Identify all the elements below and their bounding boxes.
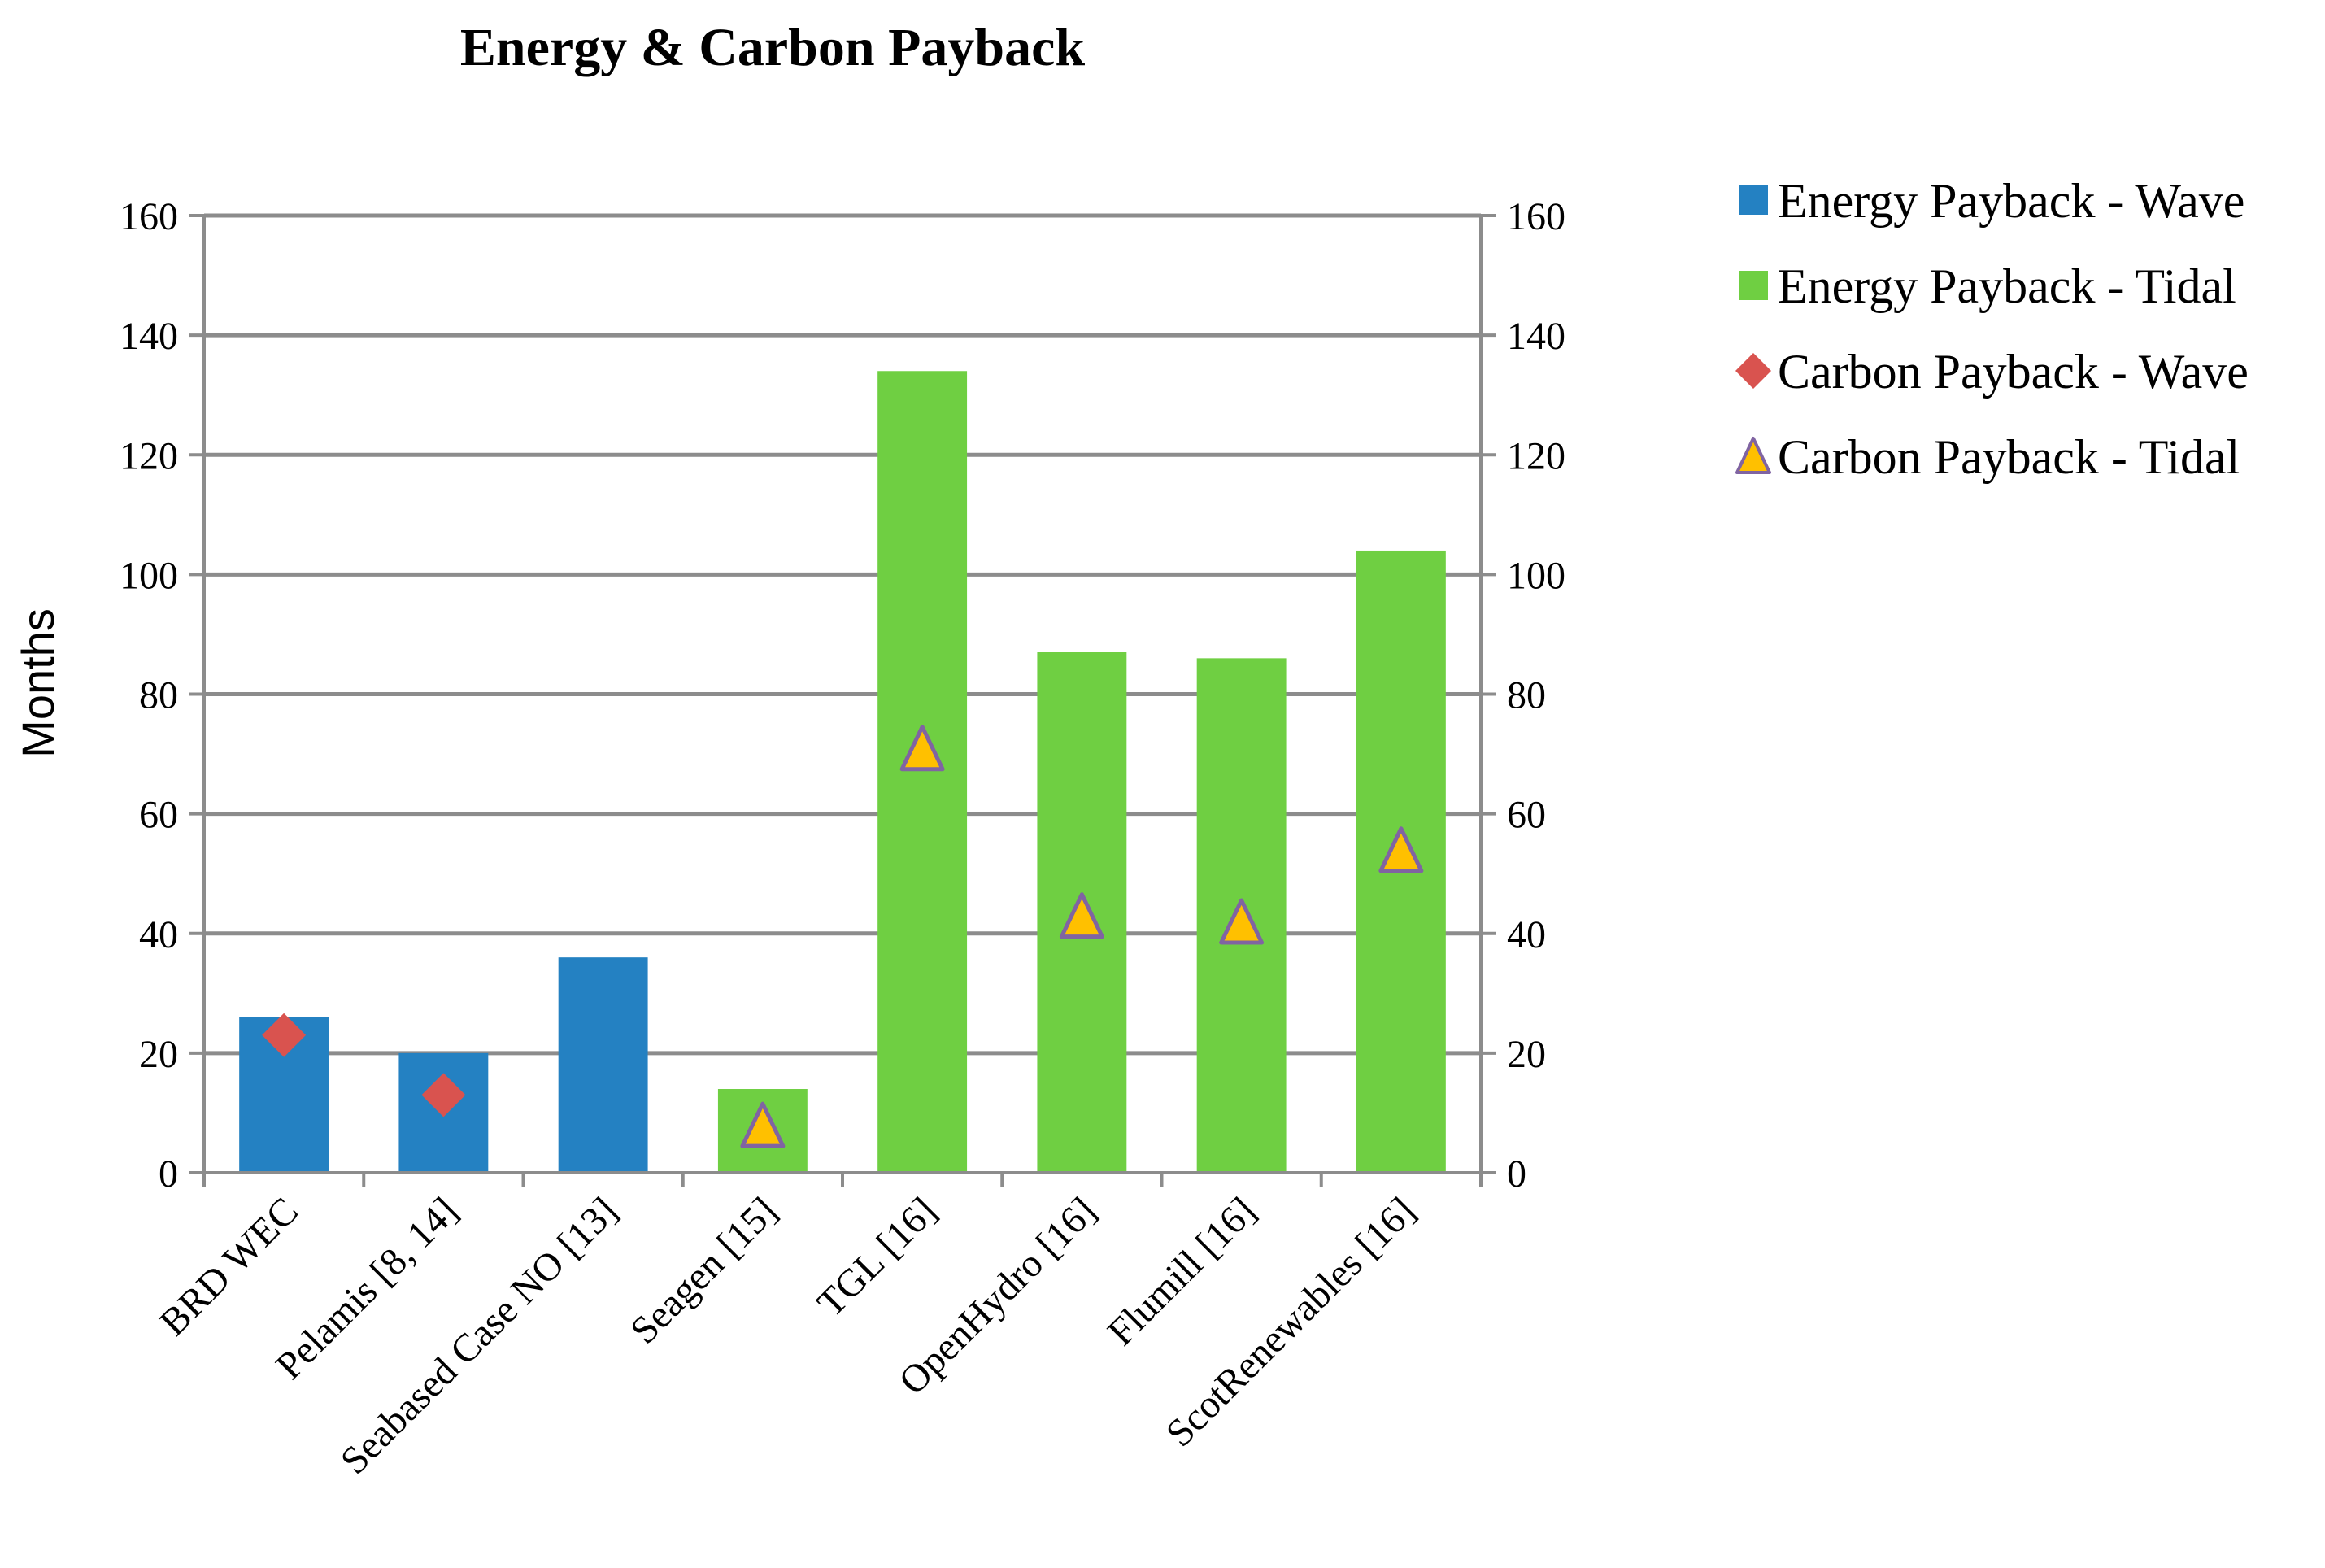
y2-tick-label: 20 [1507,1033,1546,1076]
y-tick-label: 100 [120,554,178,597]
y2-tick-label: 100 [1507,554,1565,597]
triangle-marker [1378,826,1424,873]
diamond-marker [421,1073,466,1117]
x-tick-label: Seagen [15] [622,1189,786,1352]
legend-swatch [1735,353,1771,389]
y2-tick-label: 0 [1507,1152,1526,1196]
x-tick-label: TGL [16] [809,1189,945,1325]
y2-tick-label: 80 [1507,674,1546,717]
bar [877,371,968,1173]
legend-label: Carbon Payback - Wave [1778,345,2249,399]
bar [558,957,648,1173]
axes: 0 0 20 20 40 40 60 60 80 80 100 100 120 120 140 140 160 1… [120,195,1565,1483]
y2-tick-label: 160 [1507,195,1565,238]
y-tick-label: 40 [139,913,178,956]
legend-swatch [1739,185,1768,215]
markers [262,725,1424,1148]
y-tick-label: 60 [139,794,178,837]
y-tick-label: 160 [120,195,178,238]
x-tick-label: Flumill [16] [1099,1189,1264,1353]
legend-label: Energy Payback - Wave [1778,174,2244,228]
x-tick-label: BRD WEC [151,1189,307,1344]
y2-tick-label: 140 [1507,315,1565,358]
triangle-marker [740,1101,786,1148]
x-tick-label: Seabased Case NO [13] [333,1189,626,1483]
y2-tick-label: 120 [1507,434,1565,477]
y2-tick-label: 60 [1507,794,1546,837]
y-tick-label: 80 [139,674,178,717]
y2-tick-label: 40 [1507,913,1546,956]
y-tick-label: 140 [120,315,178,358]
triangle-marker [1219,898,1265,945]
triangle-marker [899,725,945,772]
triangle-marker [1059,892,1104,939]
legend: Energy Payback - Wave Energy Payback - Ti… [1735,174,2249,484]
legend-swatch [1739,271,1768,300]
legend-label: Carbon Payback - Tidal [1778,430,2240,484]
chart-title: Energy & Carbon Payback [460,18,1085,77]
legend-swatch [1735,437,1771,474]
y-tick-label: 0 [159,1152,178,1196]
gridlines [204,213,1481,1056]
legend-label: Energy Payback - Tidal [1778,259,2236,313]
diamond-marker [262,1013,307,1057]
y-tick-label: 120 [120,434,178,477]
y-tick-label: 20 [139,1033,178,1076]
y-axis-label: Months [12,608,63,758]
